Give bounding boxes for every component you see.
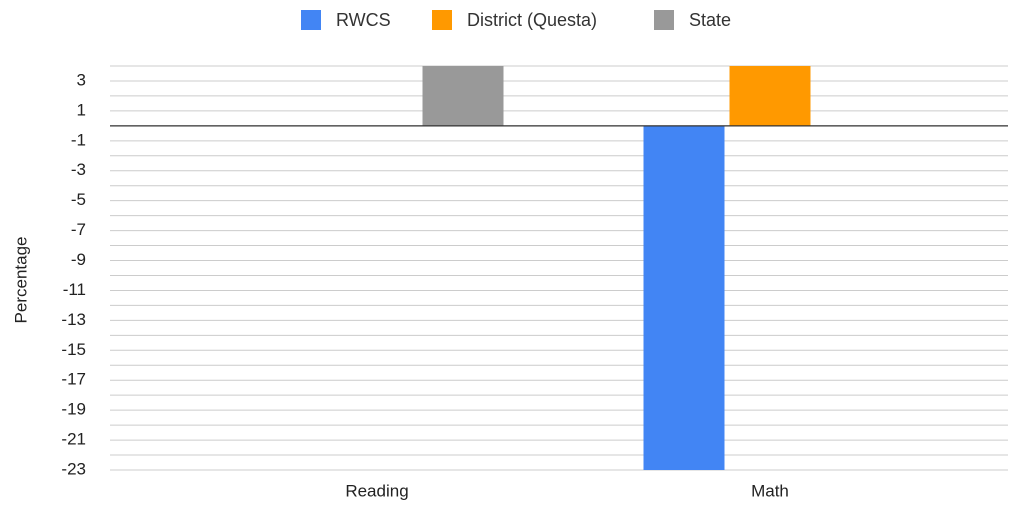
y-axis-label: Percentage [11,237,30,324]
y-tick-label: -3 [71,160,86,179]
x-tick-label: Math [751,481,789,500]
legend-swatch [301,10,321,30]
y-tick-label: -5 [71,190,86,209]
legend-label: District (Questa) [467,10,597,30]
legend-label: State [689,10,731,30]
y-tick-label: -1 [71,130,86,149]
legend-swatch [432,10,452,30]
x-tick-label: Reading [345,481,408,500]
bar [643,125,725,470]
y-tick-label: -19 [61,400,86,419]
bar [422,66,504,126]
y-tick-label: 1 [77,100,86,119]
legend-label: RWCS [336,10,391,30]
y-tick-label: -23 [61,459,86,478]
y-tick-label: -13 [61,310,86,329]
y-tick-label: 3 [77,70,86,89]
y-tick-label: -7 [71,220,86,239]
y-tick-label: -17 [61,370,86,389]
y-tick-label: -11 [63,280,86,299]
y-tick-label: -15 [61,340,86,359]
legend-swatch [654,10,674,30]
bar [729,66,811,126]
y-tick-label: -9 [71,250,86,269]
y-tick-label: -21 [61,430,86,449]
